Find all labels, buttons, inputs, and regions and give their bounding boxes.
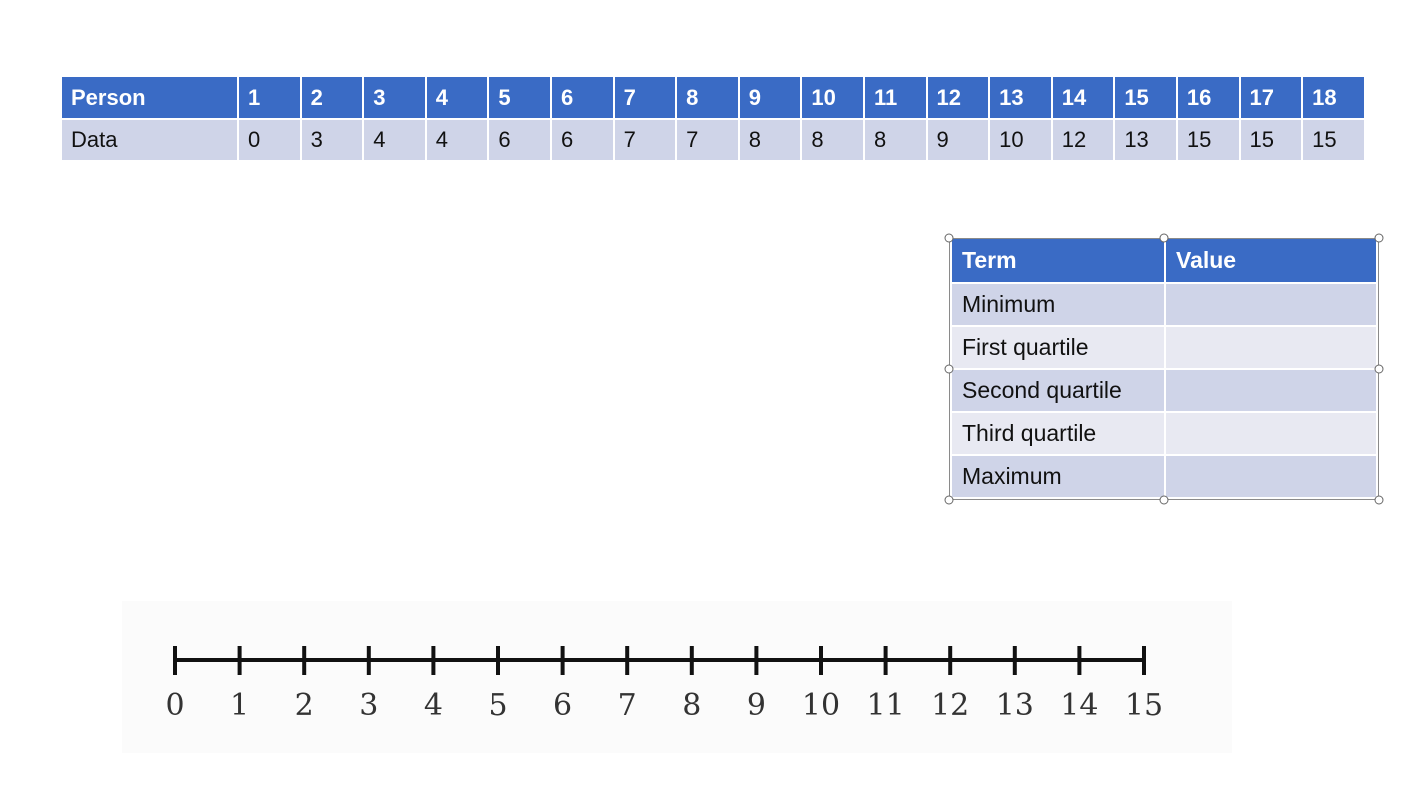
data-value: 8 [737, 118, 803, 162]
term-value-table-selected[interactable]: Term Value Minimum First quartile Second… [949, 238, 1379, 500]
resize-handle-top-left[interactable] [944, 233, 954, 243]
tick-label: 13 [995, 688, 1034, 723]
value-cell[interactable] [1164, 282, 1378, 327]
data-value: 8 [800, 118, 865, 162]
number-line-image: 0 1 2 3 4 5 6 7 8 9 10 11 12 13 14 15 [122, 601, 1232, 753]
data-value: 15 [1238, 118, 1304, 162]
tick-label: 10 [801, 688, 841, 723]
person-number: 8 [675, 75, 740, 120]
person-number: 1 [237, 75, 302, 120]
term-row: Maximum [950, 454, 1378, 499]
tick-label: 3 [359, 688, 379, 723]
tick-label: 1 [230, 688, 250, 723]
person-number: 5 [487, 75, 552, 120]
term-row: Second quartile [950, 368, 1378, 413]
data-value: 7 [675, 118, 740, 162]
tick-label: 12 [931, 688, 970, 723]
data-value: 13 [1113, 118, 1178, 162]
person-header-row: Person 1 2 3 4 5 6 7 8 9 10 11 12 13 14 … [60, 75, 1366, 120]
term-row: First quartile [950, 325, 1378, 370]
term-header-row: Term Value [950, 239, 1378, 284]
tick-label: 7 [617, 688, 637, 723]
tick-label: 5 [488, 688, 508, 723]
data-value: 8 [862, 118, 928, 162]
value-cell[interactable] [1164, 368, 1378, 413]
person-number: 4 [424, 75, 490, 120]
value-header: Value [1164, 239, 1378, 284]
person-number: 2 [299, 75, 365, 120]
value-cell[interactable] [1164, 411, 1378, 456]
resize-handle-left[interactable] [944, 364, 954, 374]
tick-label: 0 [165, 688, 185, 723]
person-number: 18 [1301, 75, 1366, 120]
person-number: 3 [362, 75, 427, 120]
tick-label: 11 [866, 688, 905, 723]
data-value: 15 [1175, 118, 1241, 162]
data-value: 6 [487, 118, 552, 162]
tick-label: 15 [1124, 688, 1164, 723]
tick-label: 8 [682, 688, 702, 723]
person-number: 13 [988, 75, 1053, 120]
data-row: Data 0 3 4 4 6 6 7 7 8 8 8 9 10 12 13 15… [60, 118, 1366, 162]
term-row: Minimum [950, 282, 1378, 327]
person-number: 6 [549, 75, 615, 120]
person-number: 12 [925, 75, 991, 120]
person-number: 16 [1175, 75, 1241, 120]
person-number: 11 [862, 75, 928, 120]
value-cell[interactable] [1164, 325, 1378, 370]
person-number: 15 [1113, 75, 1178, 120]
person-data-table: Person 1 2 3 4 5 6 7 8 9 10 11 12 13 14 … [60, 75, 1366, 162]
term-header: Term [950, 239, 1166, 284]
person-header-label: Person [60, 75, 239, 120]
data-value: 4 [424, 118, 490, 162]
resize-handle-bottom[interactable] [1159, 495, 1169, 505]
data-value: 0 [237, 118, 302, 162]
resize-handle-top-right[interactable] [1374, 233, 1384, 243]
person-number: 17 [1238, 75, 1304, 120]
person-number: 9 [737, 75, 803, 120]
tick-label: 6 [553, 688, 573, 723]
data-value: 6 [549, 118, 615, 162]
tick-label: 2 [294, 688, 314, 723]
term-cell: First quartile [950, 325, 1166, 370]
resize-handle-right[interactable] [1374, 364, 1384, 374]
data-row-label: Data [60, 118, 239, 162]
data-value: 9 [925, 118, 991, 162]
term-cell: Maximum [950, 454, 1166, 499]
term-cell: Second quartile [950, 368, 1166, 413]
tick-label: 14 [1060, 688, 1099, 723]
data-value: 3 [299, 118, 365, 162]
person-number: 10 [800, 75, 865, 120]
resize-handle-top[interactable] [1159, 233, 1169, 243]
person-number: 14 [1050, 75, 1116, 120]
person-number: 7 [612, 75, 678, 120]
data-value: 10 [988, 118, 1053, 162]
number-line-axis [173, 646, 1146, 675]
data-value: 12 [1050, 118, 1116, 162]
data-value: 7 [612, 118, 678, 162]
data-value: 4 [362, 118, 427, 162]
term-row: Third quartile [950, 411, 1378, 456]
term-value-table[interactable]: Term Value Minimum First quartile Second… [950, 239, 1378, 499]
tick-label: 4 [423, 688, 443, 723]
tick-label: 9 [746, 688, 766, 723]
value-cell[interactable] [1164, 454, 1378, 499]
resize-handle-bottom-right[interactable] [1374, 495, 1384, 505]
data-value: 15 [1301, 118, 1366, 162]
resize-handle-bottom-left[interactable] [944, 495, 954, 505]
term-cell: Third quartile [950, 411, 1166, 456]
term-cell: Minimum [950, 282, 1166, 327]
